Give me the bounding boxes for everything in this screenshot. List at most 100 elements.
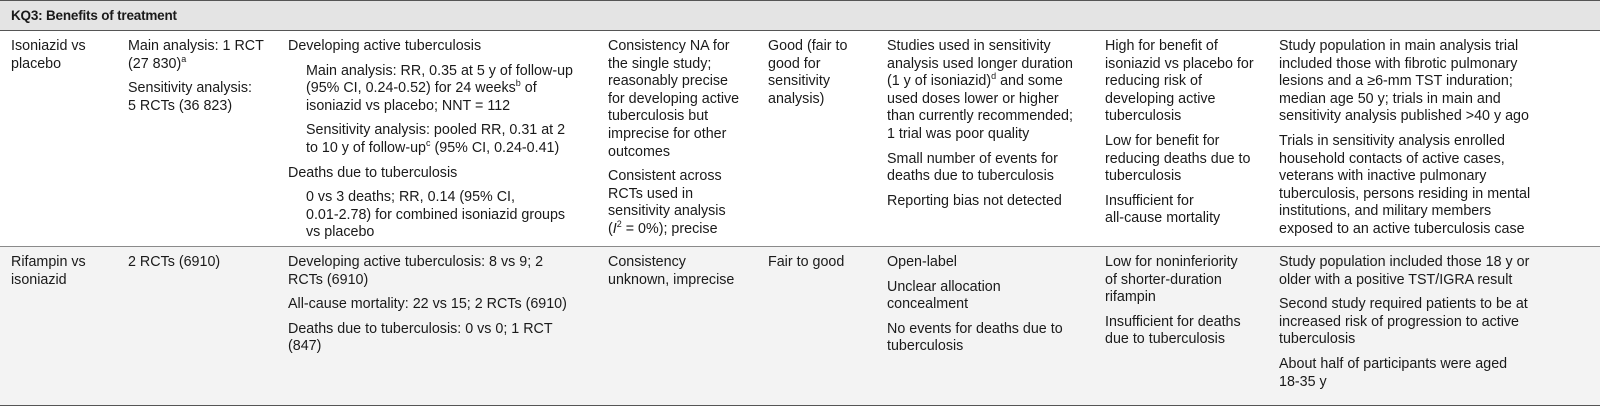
- text-line: tuberculosis: [1105, 168, 1182, 185]
- text-line: No events for deaths due to: [887, 320, 1063, 337]
- text-line: lesions and a ≥6-mm TST induration;: [1279, 73, 1513, 90]
- text-line: exposed to an active tuberculosis case: [1279, 220, 1525, 237]
- text-line: institutions, and military members: [1279, 203, 1492, 220]
- text-line: 2 RCTs (6910): [128, 254, 221, 270]
- text-line: of shorter-duration: [1105, 271, 1222, 288]
- text-line: Small number of events for: [887, 150, 1058, 167]
- text-line: tuberculosis but: [608, 108, 709, 125]
- text-line: included those with fibrotic pulmonary: [1279, 55, 1518, 72]
- text-line: (95% CI, 0.24-0.52) for 24 weeksb of: [306, 78, 537, 97]
- text-line: reducing deaths due to: [1105, 150, 1251, 167]
- superscript: 2: [616, 219, 622, 230]
- text-line: Low for noninferiority: [1105, 254, 1238, 270]
- text-line: tuberculosis: [887, 338, 964, 355]
- footnote-marker: b: [515, 78, 521, 89]
- text-line: imprecise for other: [608, 125, 727, 142]
- comparison-cell: Rifampin vs isoniazid: [11, 254, 116, 289]
- text-line: concealment: [887, 296, 969, 313]
- text-line: analysis used longer duration: [887, 55, 1073, 72]
- text-line: Deaths due to tuberculosis: 0 vs 0; 1 RC…: [288, 320, 553, 337]
- text-line: Study population in main analysis trial: [1279, 38, 1519, 54]
- section-title: KQ3: Benefits of treatment: [11, 8, 177, 23]
- text-line: Main analysis: 1 RCT: [128, 38, 264, 54]
- text-line: Trials in sensitivity analysis enrolled: [1279, 132, 1505, 149]
- text-line: household contacts of active cases,: [1279, 150, 1505, 167]
- text-line: deaths due to tuberculosis: [887, 168, 1054, 185]
- text-line: Low for benefit for: [1105, 132, 1220, 149]
- findings-cell: Developing active tuberculosis: 8 vs 9; …: [288, 254, 603, 356]
- findings-cell: Developing active tuberculosis Main anal…: [288, 38, 603, 242]
- text-line: tuberculosis: [1105, 108, 1182, 125]
- text-line: all-cause mortality: [1105, 210, 1221, 227]
- text-line: used doses lower or higher: [887, 90, 1059, 107]
- consistency-cell: Consistency NA for the single study; rea…: [608, 38, 758, 239]
- text-line: rifampin: [1105, 289, 1156, 306]
- text-line: reasonably precise: [608, 73, 729, 90]
- text-line: RCTs used in: [608, 185, 694, 202]
- text-line: 0.01-2.78) for combined isoniazid groups: [306, 206, 566, 223]
- text-line: Insufficient for: [1105, 192, 1194, 209]
- limitations-cell: Studies used in sensitivity analysis use…: [887, 38, 1097, 210]
- outcome-heading: Developing active tuberculosis: [288, 38, 482, 54]
- text-line: Open-label: [887, 254, 957, 270]
- text-line: Unclear allocation: [887, 278, 1001, 295]
- text-line: median age 50 y; trials in main and: [1279, 90, 1501, 107]
- text-line: Fair to good: [768, 254, 845, 270]
- text-line: 18-35 y: [1279, 373, 1327, 390]
- footnote-marker: c: [426, 138, 431, 149]
- text-line: isoniazid vs placebo for: [1105, 55, 1254, 72]
- text-line: veterans with inactive pulmonary: [1279, 168, 1487, 185]
- text-line: older with a positive TST/IGRA result: [1279, 271, 1513, 288]
- table-row: Rifampin vs isoniazid 2 RCTs (6910) Deve…: [0, 246, 1600, 405]
- text-line: Sensitivity analysis:: [128, 80, 252, 97]
- quality-cell: Fair to good: [768, 254, 876, 272]
- text-line: than currently recommended;: [887, 108, 1073, 125]
- text-line: (1 y of isoniazid)d and some: [887, 71, 1063, 90]
- footnote-marker: d: [991, 71, 997, 82]
- text-line: developing active: [1105, 90, 1216, 107]
- text-line: 0 vs 3 deaths; RR, 0.14 (95% CI,: [306, 189, 515, 206]
- text-line: outcomes: [608, 143, 670, 160]
- text-line: vs placebo: [306, 224, 375, 241]
- consistency-cell: Consistency unknown, imprecise: [608, 254, 758, 289]
- text-line: (847): [288, 338, 322, 355]
- text-line: Good (fair to: [768, 38, 848, 54]
- text-line: RCTs (6910): [288, 271, 369, 288]
- text-line: (27 830)a: [128, 53, 187, 72]
- text-line: All-cause mortality: 22 vs 15; 2 RCTs (6…: [288, 296, 567, 313]
- text-line: Rifampin vs: [11, 254, 86, 270]
- quality-cell: Good (fair to good for sensitivity analy…: [768, 38, 876, 108]
- text-line: analysis): [768, 90, 825, 107]
- text-line: Studies used in sensitivity: [887, 38, 1051, 54]
- text-line: sensitivity analysis: [608, 203, 726, 220]
- text-line: (I2 = 0%); precise: [608, 219, 718, 237]
- text-line: reducing risk of: [1105, 73, 1202, 90]
- section-header: KQ3: Benefits of treatment: [0, 1, 1600, 31]
- text-line: tuberculosis: [1279, 331, 1356, 348]
- text-line: isoniazid vs placebo; NNT = 112: [306, 97, 511, 114]
- text-line: due to tuberculosis: [1105, 331, 1226, 348]
- strength-cell: Low for noninferiority of shorter-durati…: [1105, 254, 1270, 349]
- table-row: Isoniazid vs placebo Main analysis: 1 RC…: [0, 31, 1600, 246]
- strength-cell: High for benefit of isoniazid vs placebo…: [1105, 38, 1270, 228]
- text-line: Consistent across: [608, 168, 722, 185]
- text-line: the single study;: [608, 55, 712, 72]
- text-line: 5 RCTs (36 823): [128, 97, 233, 114]
- text-line: Consistency: [608, 254, 686, 270]
- studies-cell: 2 RCTs (6910): [128, 254, 278, 272]
- text-line: tuberculosis, persons residing in mental: [1279, 185, 1531, 202]
- applicability-cell: Study population included those 18 y or …: [1279, 254, 1594, 391]
- limitations-cell: Open-label Unclear allocation concealmen…: [887, 254, 1097, 356]
- text-line: good for: [768, 55, 821, 72]
- text-line: unknown, imprecise: [608, 271, 735, 288]
- text-line: Study population included those 18 y or: [1279, 254, 1530, 270]
- text-line: Second study required patients to be at: [1279, 296, 1528, 313]
- text-line: sensitivity: [768, 73, 830, 90]
- studies-cell: Main analysis: 1 RCT (27 830)a Sensitivi…: [128, 38, 278, 122]
- text-line: Insufficient for deaths: [1105, 313, 1241, 330]
- text-line: Reporting bias not detected: [887, 192, 1062, 209]
- text-line: 1 trial was poor quality: [887, 125, 1030, 142]
- text-line: sensitivity analysis published >40 y ago: [1279, 108, 1529, 125]
- text-line: for developing active: [608, 90, 740, 107]
